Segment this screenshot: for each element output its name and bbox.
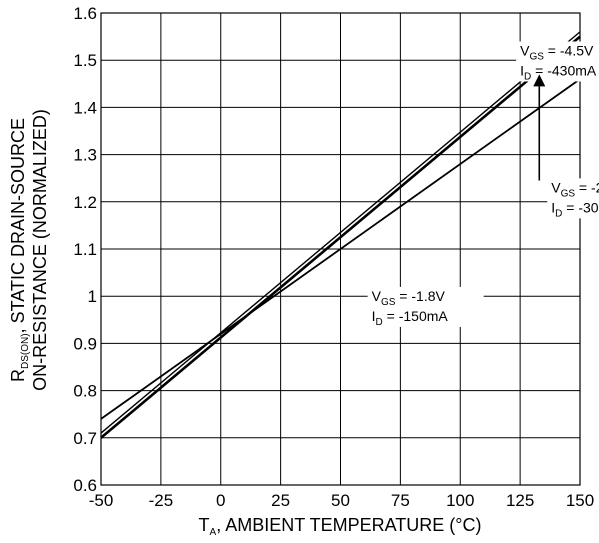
grid [100,12,581,486]
y-tick-label: 1.1 [73,240,97,259]
annotation-id-value: = -150mA [383,308,449,324]
y-axis-title: RDS(ON), STATIC DRAIN-SOURCE ON-RESISTAN… [8,109,50,391]
annotation-vgs-subscript: GS [561,188,576,199]
x-tick-label: 25 [271,491,290,510]
annotation-vgs: VGS = -4.5V [520,42,594,62]
y-tick-label: 0.7 [73,429,97,448]
x-tick-label: -25 [149,491,174,510]
annotation-vgs-subscript: GS [381,297,396,308]
x-tick-label: 50 [331,491,350,510]
annotation-id-value: = -430mA [531,62,597,78]
annotation-id: ID = -430mA [520,62,597,82]
x-tick-label: 150 [566,491,594,510]
annotation-vgs-value: = -4.5V [544,42,594,58]
annotation-id-subscript: D [376,317,383,328]
svg-text:ON-RESISTANCE (NORMALIZED): ON-RESISTANCE (NORMALIZED) [30,109,50,391]
annotation-id-subscript: D [524,71,531,82]
annotation-vgs-symbol: V [372,288,382,304]
x-tick-label: 100 [446,491,474,510]
y-tick-label: 1.4 [73,98,97,117]
x-tick-label: 75 [391,491,410,510]
x-tick-label: 125 [506,491,534,510]
annotation-vgs-symbol: V [551,179,561,195]
y-tick-label: 1.5 [73,51,97,70]
svg-text:RDS(ON), STATIC DRAIN-SOURCE: RDS(ON), STATIC DRAIN-SOURCE [8,118,31,382]
annotation-id-value: = -300mA [562,199,599,215]
annotation-id: ID = -150mA [372,308,449,328]
annotation-id: ID = -300mA [551,199,599,219]
plot-frame [100,12,581,486]
y-tick-label: 0.9 [73,334,97,353]
series-line [100,78,581,420]
y-tick-labels: 0.6 0.7 0.8 0.9 1 1.1 1.2 1.3 1.4 1.5 1.6 [73,4,97,495]
annotation-background [547,178,599,219]
x-tick-label: -50 [89,491,114,510]
x-tick-labels: -50 -25 0 25 50 75 100 125 150 [89,491,594,510]
series-line [100,35,581,439]
series-line [100,31,581,434]
annotation-vgs-symbol: V [520,42,530,58]
annotation-id-subscript: D [555,208,562,219]
arrow-head [533,74,546,87]
y-tick-label: 1.2 [73,193,97,212]
annotation-vgs: VGS = -1.8V [372,288,446,308]
annotation-vgs-value: = -1.8V [395,288,445,304]
x-tick-label: 0 [216,491,225,510]
annotation-id-symbol: I [551,199,555,215]
y-tick-label: 0.6 [73,476,97,495]
x-axis-title: TA, AMBIENT TEMPERATURE (°C) [199,515,482,538]
annotation-vgs: VGS = -2.5V [551,179,599,199]
annotation-id-symbol: I [520,62,524,78]
y-tick-label: 1.6 [73,4,97,23]
annotation-background [516,41,599,82]
annotation-vgs-value: = -2.5V [575,179,599,195]
y-tick-label: 1.3 [73,146,97,165]
y-tick-label: 0.8 [73,382,97,401]
annotation-vgs-subscript: GS [529,51,544,62]
annotation-id-symbol: I [372,308,376,324]
y-tick-label: 1 [88,287,97,306]
series-layer [100,31,581,439]
annotation-background [367,286,484,327]
